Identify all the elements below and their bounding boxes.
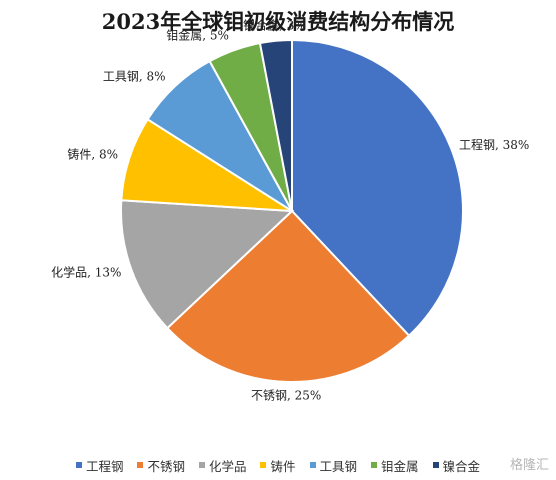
legend-item: 钼金属 [371,456,419,475]
chart-title: 2023年全球钼初级消费结构分布情况 [101,9,455,34]
legend-swatch [260,462,267,468]
pie-slice-1 [291,38,465,338]
legend-swatch [75,462,82,468]
pie-slice-7 [258,38,293,212]
legend-swatch [137,462,144,468]
data-label-4: 铸件, 8% [67,146,118,161]
data-label-1: 工程钢, 38% [459,137,529,152]
data-label-6: 钼金属, 5% [166,28,229,43]
legend-swatch [432,462,439,468]
legend-swatch [198,462,205,468]
legend-label: 钼金属 [381,458,419,474]
watermark: 格隆汇 [506,453,552,474]
data-label-5: 工具钢, 8% [103,69,166,83]
chart-legend: 工程钢 不锈钢 化学品 铸件 工具钢 钼金属 镍合金 [0,456,556,474]
legend-item: 工具钢 [309,456,358,475]
data-label-3: 化学品, 13% [51,264,121,279]
pie-slice-2 [165,209,411,384]
data-label-2: 不锈钢, 25% [251,389,321,403]
pie-chart: 工程钢, 38% 不锈钢, 25% 化学品, 13% 铸件, 8% 工具钢, 8% 钼金属… [51,17,529,403]
pie-slice-3 [120,199,295,330]
legend-label: 镍合金 [442,458,481,474]
legend-label: 工具钢 [319,458,358,474]
legend-item: 铸件 [260,456,296,475]
legend-label: 工程钢 [85,458,124,474]
legend-label: 化学品 [208,458,247,474]
data-label-7: 镍合金, 3% [243,17,306,32]
legend-item: 镍合金 [432,456,481,475]
legend-label: 铸件 [270,458,296,474]
legend-item: 工程钢 [75,456,124,475]
legend-item: 化学品 [198,456,247,475]
legend-swatch [371,462,378,468]
legend-item: 不锈钢 [137,456,185,475]
legend-swatch [309,462,316,468]
legend-label: 不锈钢 [147,458,185,474]
